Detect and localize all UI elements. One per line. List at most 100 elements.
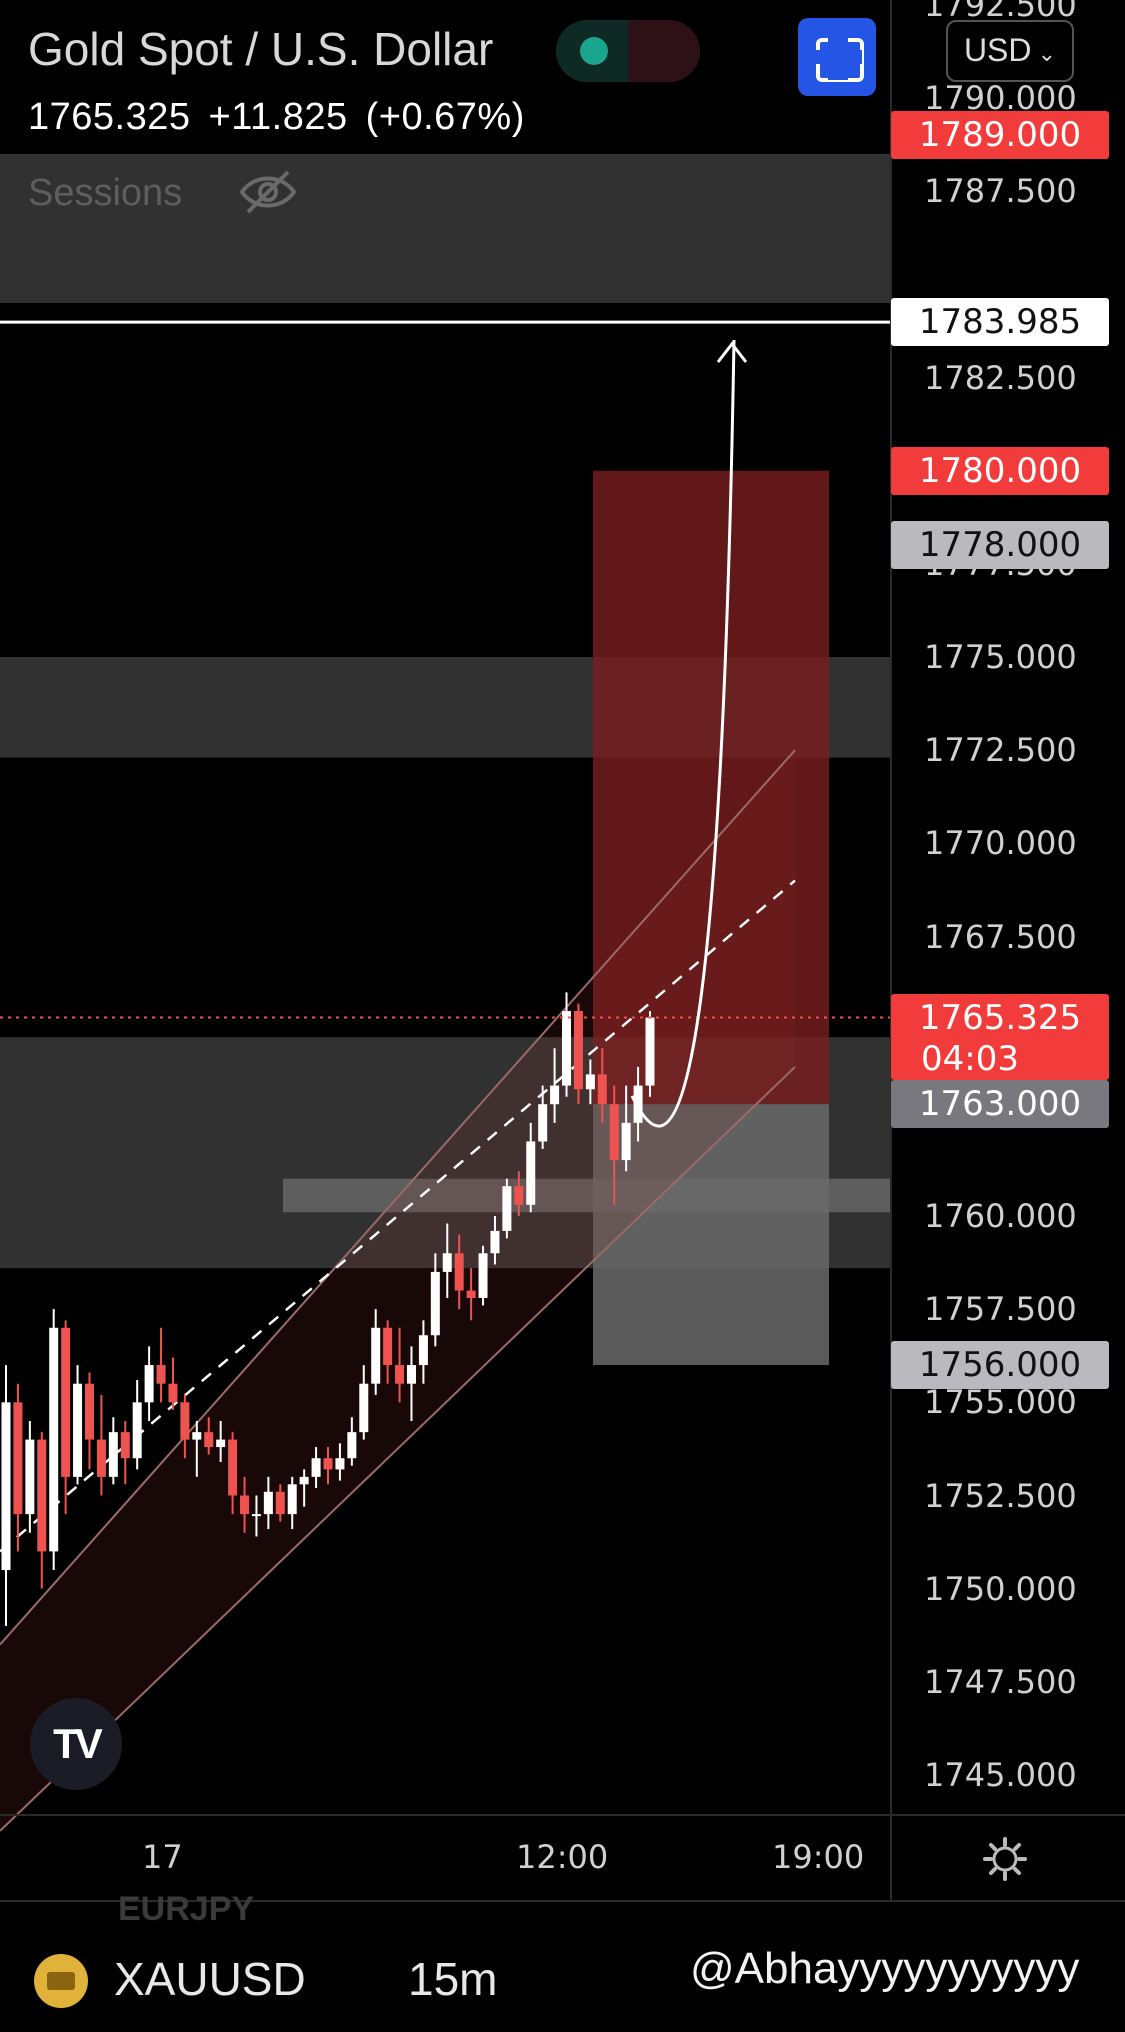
candle-body: [430, 1271, 440, 1336]
market-status-pill[interactable]: ≈: [556, 20, 700, 82]
price-axis-label: 1787.500: [924, 172, 1077, 211]
gear-icon[interactable]: [982, 1836, 1028, 1882]
market-open-dot-icon: [580, 37, 608, 65]
price-axis-label: 1750.000: [924, 1569, 1077, 1608]
price-tag[interactable]: 1763.000: [891, 1080, 1109, 1129]
candle-body: [454, 1253, 464, 1291]
candle-body: [418, 1335, 428, 1366]
gold-bar-icon: [34, 1954, 88, 2008]
price-tag[interactable]: 1765.325 04:03: [891, 993, 1109, 1080]
candle-body: [180, 1402, 190, 1440]
price-axis-label: 1745.000: [924, 1756, 1077, 1794]
channel-upper-line: [0, 749, 796, 1646]
candle-body: [25, 1439, 35, 1515]
candle-body: [347, 1432, 357, 1459]
parallel-channel[interactable]: [0, 749, 796, 1832]
candle-body: [216, 1439, 226, 1448]
projection-arrow-head: [716, 341, 748, 363]
candle-body: [96, 1439, 106, 1477]
fullscreen-icon-gap-v: [812, 50, 862, 64]
bar-countdown: 04:03: [921, 1038, 1019, 1079]
candle-body: [132, 1402, 142, 1459]
candle-body: [192, 1432, 202, 1440]
candle-body: [550, 1085, 560, 1105]
quote-line: 1765.325 +11.825 (+0.67%): [28, 96, 543, 139]
price-tag-value: 1763.000: [918, 1084, 1082, 1125]
candle-body: [1, 1402, 11, 1571]
last-price: 1765.325: [28, 96, 191, 138]
candle-body: [335, 1458, 345, 1470]
candle-body: [621, 1122, 631, 1161]
price-axis-label: 1772.500: [924, 731, 1077, 770]
candle-body: [562, 1011, 572, 1086]
candle-body: [37, 1439, 47, 1552]
candle-body: [359, 1383, 369, 1433]
candle-body: [383, 1327, 393, 1366]
eye-off-icon[interactable]: [238, 168, 298, 216]
fullscreen-button[interactable]: [798, 18, 876, 96]
candle-body: [144, 1365, 154, 1403]
gray-zone-0: [0, 153, 891, 303]
price-axis-label: 1792.500: [924, 0, 1077, 24]
tradingview-logo-icon: TV: [30, 1698, 122, 1790]
candle-body: [204, 1432, 214, 1448]
candle-body: [323, 1458, 333, 1470]
candle-body: [371, 1327, 381, 1384]
price-tag-value: 1756.000: [918, 1345, 1082, 1386]
candles-layer: [1, 992, 655, 1626]
bottom-toolbar: [0, 1900, 1125, 2032]
short-position-tool[interactable]: [593, 470, 829, 1366]
previous-symbol-ghost: EURJPY: [118, 1890, 255, 1928]
price-tag[interactable]: 1756.000: [891, 1341, 1109, 1390]
currency-select[interactable]: USD ⌄: [946, 20, 1074, 82]
candle-body: [633, 1085, 643, 1123]
price-lines-layer: [0, 320, 891, 1019]
time-label-noon: 12:00: [516, 1838, 609, 1876]
price-tag[interactable]: 1780.000: [891, 446, 1109, 495]
price-change: +11.825: [208, 96, 348, 138]
candle-body: [299, 1476, 309, 1485]
candle-body: [597, 1074, 607, 1105]
price-tag[interactable]: 1783.985: [891, 298, 1109, 347]
stop-loss-zone: [593, 470, 829, 1105]
currency-value: USD: [963, 32, 1032, 68]
price-axis-label: 1782.500: [924, 358, 1077, 397]
price-tag[interactable]: 1789.000: [891, 111, 1109, 160]
price-axis-label: 1747.500: [924, 1662, 1077, 1701]
price-tag-value: 1789.000: [918, 115, 1082, 156]
interval-button[interactable]: 15m: [408, 1953, 498, 2005]
price-axis-label: 1760.000: [924, 1197, 1077, 1235]
candle-body: [251, 1514, 261, 1517]
candle-body: [275, 1491, 285, 1515]
price-tag-value: 1765.325: [918, 997, 1082, 1038]
channel-mid-line: [0, 879, 796, 1553]
candle-body: [108, 1432, 118, 1477]
symbol-title[interactable]: Gold Spot / U.S. Dollar: [28, 23, 494, 75]
price-tag-value: 1780.000: [918, 450, 1082, 491]
candle-body: [442, 1253, 452, 1272]
price-tag-value: 1778.000: [918, 525, 1082, 566]
candle-body: [13, 1402, 23, 1515]
price-axis-label: 1767.500: [924, 917, 1077, 956]
projection-arrow[interactable]: [630, 339, 736, 1128]
price-tag[interactable]: 1778.000: [891, 521, 1109, 570]
candle-body: [240, 1495, 250, 1515]
price-axis-label: 1755.000: [924, 1383, 1077, 1422]
indicator-segment: ≈: [628, 20, 700, 82]
candle-body: [645, 1017, 655, 1086]
candle-body: [526, 1141, 536, 1205]
watermark-text: @Abhayyyyyyyyyyy: [690, 1944, 1080, 1993]
candle-body: [287, 1484, 297, 1515]
candle-body: [466, 1290, 476, 1298]
candle-body: [168, 1383, 178, 1403]
candle-body: [502, 1186, 512, 1231]
price-axis-label: 1757.500: [924, 1290, 1077, 1329]
time-label-evening: 19:00: [772, 1838, 865, 1876]
candle-body: [406, 1365, 416, 1384]
price-tag-value: 1783.985: [918, 302, 1082, 343]
candle-body: [228, 1439, 238, 1496]
candle-body: [49, 1327, 59, 1552]
sessions-indicator-label[interactable]: Sessions: [28, 172, 183, 214]
symbol-button[interactable]: XAUUSD: [114, 1953, 306, 2005]
